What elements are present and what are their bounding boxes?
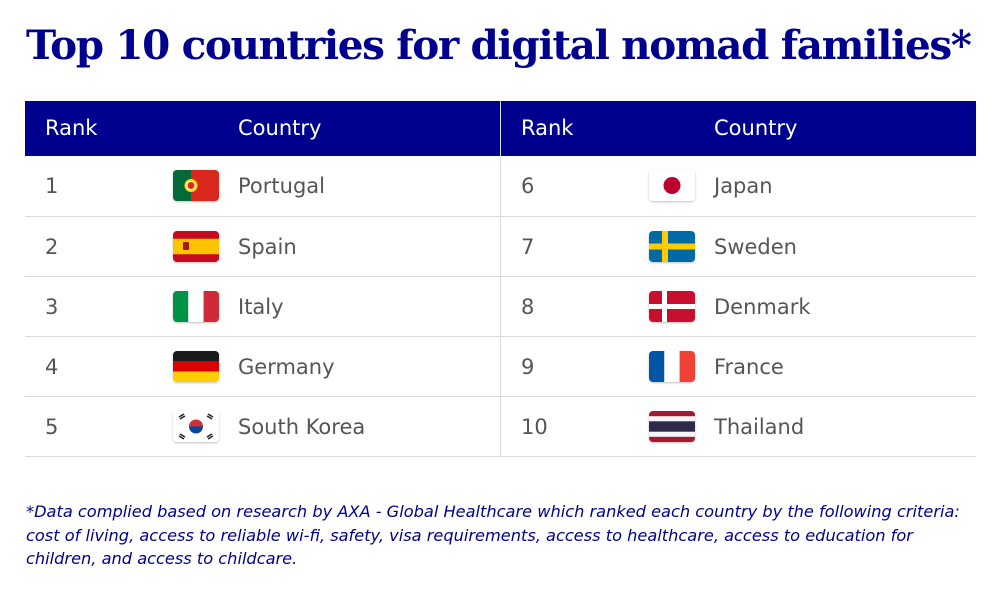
header-rank: Rank [45,116,98,140]
france-flag-icon [649,351,695,382]
header-country: Country [238,116,322,140]
country-cell: Thailand [714,415,805,439]
country-cell: Spain [238,235,297,259]
south-korea-flag-icon [173,411,219,442]
table-row: 7 Sweden [501,217,976,277]
table-row: 4 Germany [25,337,500,397]
rank-cell: 10 [521,415,548,439]
header-rank: Rank [521,116,574,140]
sweden-flag-icon [649,231,695,262]
table-row: 2 Spain [25,217,500,277]
table-row: 6 Japan [501,156,976,217]
italy-flag-icon [173,291,219,322]
rank-cell: 5 [45,415,59,439]
table-row: 8 Denmark [501,277,976,337]
table-row: 9 France [501,337,976,397]
rank-cell: 1 [45,174,59,198]
header-country: Country [714,116,798,140]
country-cell: Germany [238,355,335,379]
germany-flag-icon [173,351,219,382]
country-cell: Italy [238,295,284,319]
header-right: Rank Country [500,101,976,156]
country-cell: Portugal [238,174,325,198]
country-cell: Denmark [714,295,811,319]
rank-cell: 3 [45,295,59,319]
denmark-flag-icon [649,291,695,322]
thailand-flag-icon [649,411,695,442]
left-column: 1 Portugal 2 Spain 3 Italy [25,156,500,457]
rank-cell: 6 [521,174,535,198]
table-header: Rank Country Rank Country [25,101,976,156]
rank-cell: 8 [521,295,535,319]
table-row: 3 Italy [25,277,500,337]
spain-flag-icon [173,231,219,262]
ranking-table: Rank Country Rank Country 1 Portugal 2 S… [25,101,976,457]
rank-cell: 9 [521,355,535,379]
country-cell: Japan [714,174,773,198]
header-left: Rank Country [25,101,500,156]
japan-flag-icon [649,170,695,201]
table-row: 5 South Korea [25,397,500,457]
country-cell: South Korea [238,415,366,439]
rank-cell: 7 [521,235,535,259]
footnote: *Data complied based on research by AXA … [26,502,960,568]
portugal-flag-icon [173,170,219,201]
table-row: 10 Thailand [501,397,976,457]
page-title: Top 10 countries for digital nomad famil… [26,21,972,69]
right-column: 6 Japan 7 Sweden 8 Denmark [500,156,976,457]
rank-cell: 2 [45,235,59,259]
country-cell: Sweden [714,235,797,259]
rank-cell: 4 [45,355,59,379]
table-row: 1 Portugal [25,156,500,217]
country-cell: France [714,355,784,379]
